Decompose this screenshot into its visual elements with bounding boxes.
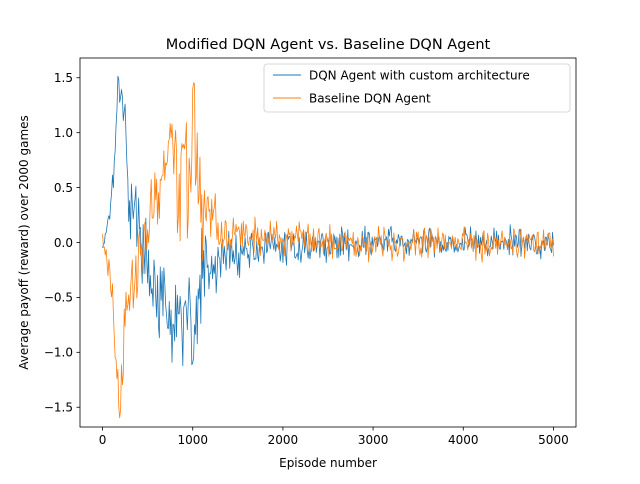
- series-layer: [102, 75, 554, 419]
- x-tick-label: 4000: [448, 433, 479, 447]
- y-axis-label: Average payoff (reward) over 2000 games: [17, 115, 31, 370]
- y-tick-label: −0.5: [44, 291, 73, 305]
- x-tick-label: 2000: [268, 433, 299, 447]
- y-tick-label: 1.5: [54, 71, 73, 85]
- y-tick-label: 1.0: [54, 126, 73, 140]
- x-axis: 0 1000 2000 3000 4000 5000: [99, 427, 569, 447]
- legend: DQN Agent with custom architecture Basel…: [263, 63, 571, 113]
- y-tick-label: 0.0: [54, 236, 73, 250]
- legend-label-baseline: Baseline DQN Agent: [309, 92, 431, 106]
- x-tick-label: 1000: [177, 433, 208, 447]
- y-tick-label: −1.5: [44, 401, 73, 415]
- x-tick-label: 3000: [358, 433, 389, 447]
- x-axis-label: Episode number: [279, 456, 377, 470]
- x-tick-label: 0: [99, 433, 107, 447]
- legend-label-custom: DQN Agent with custom architecture: [309, 69, 530, 83]
- series-line-custom: [102, 75, 554, 367]
- legend-box: [263, 63, 571, 113]
- chart-title: Modified DQN Agent vs. Baseline DQN Agen…: [166, 37, 491, 53]
- y-tick-label: 0.5: [54, 181, 73, 195]
- y-tick-label: −1.0: [44, 346, 73, 360]
- y-axis: −1.5 −1.0 −0.5 0.0 0.5 1.0 1.5: [44, 71, 80, 415]
- x-tick-label: 5000: [538, 433, 569, 447]
- series-line-baseline: [102, 82, 554, 419]
